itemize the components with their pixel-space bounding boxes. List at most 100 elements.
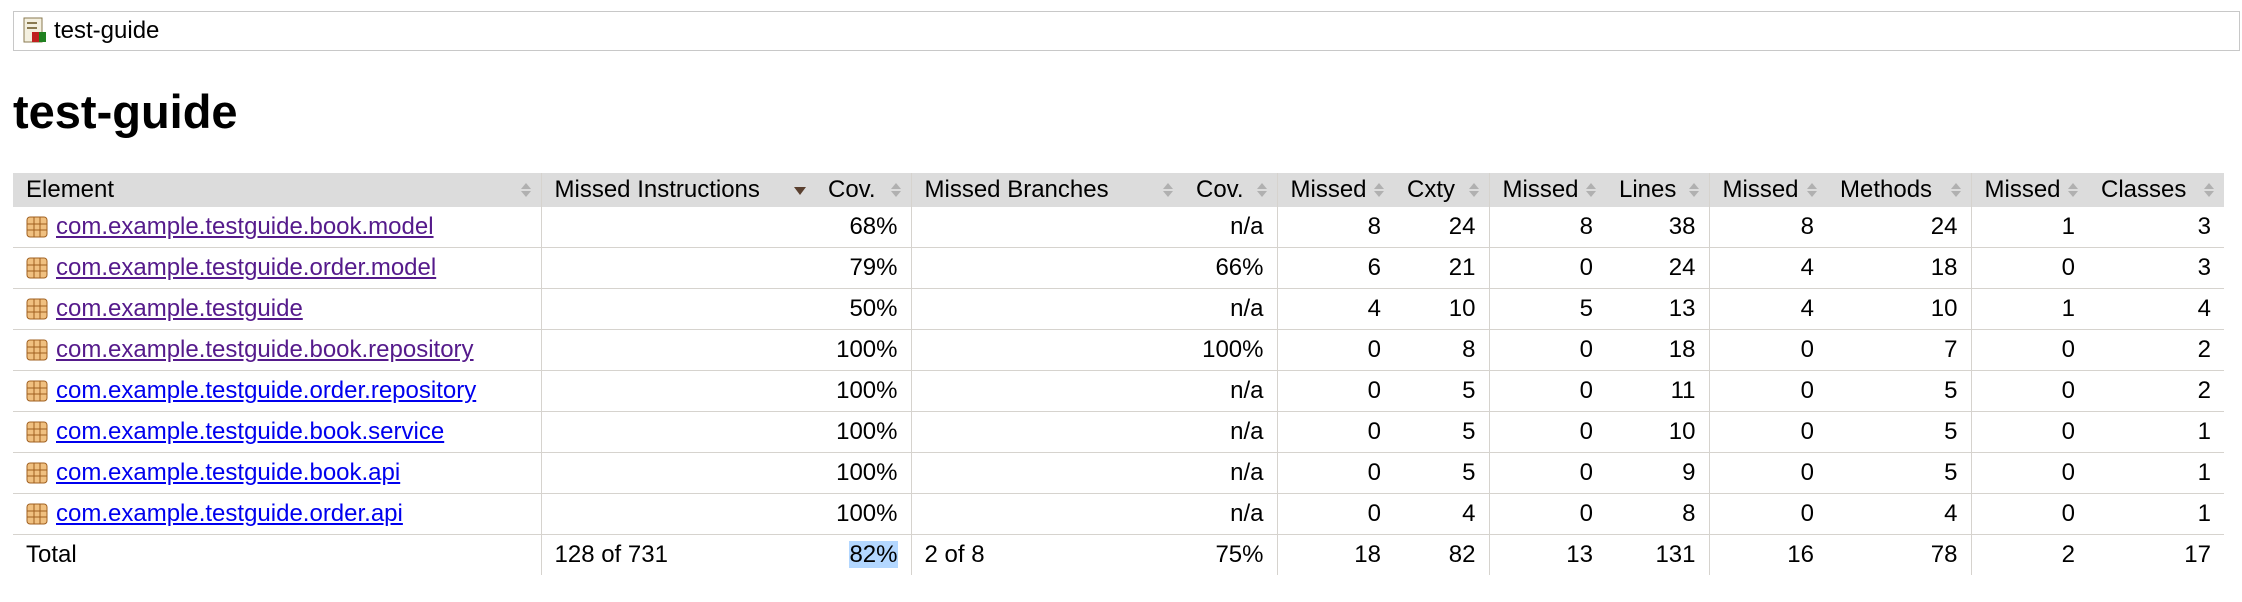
package-link[interactable]: com.example.testguide bbox=[56, 295, 303, 322]
branch-coverage-cell: n/a bbox=[1183, 207, 1277, 248]
column-header[interactable]: Missed bbox=[1488, 173, 1606, 207]
column-header[interactable]: Cxty bbox=[1394, 173, 1489, 207]
element-cell: com.example.testguide.order.repository bbox=[13, 370, 541, 412]
package-link[interactable]: com.example.testguide.order.api bbox=[56, 500, 403, 527]
count-cell: 0 bbox=[1970, 247, 2088, 289]
branches-bar-cell bbox=[910, 452, 1183, 494]
count-cell: 1 bbox=[2088, 493, 2224, 535]
branch-coverage-cell: n/a bbox=[1183, 452, 1277, 494]
count-cell: 6 bbox=[1276, 247, 1394, 289]
sort-icon bbox=[1468, 183, 1479, 197]
sort-icon bbox=[2204, 183, 2214, 197]
package-icon bbox=[26, 380, 48, 402]
count-cell: 4 bbox=[1827, 493, 1971, 535]
count-cell: 13 bbox=[1606, 288, 1709, 330]
instructions-bar-cell bbox=[540, 247, 815, 289]
table-row: com.example.testguide.order.repository 10… bbox=[13, 370, 2224, 412]
count-cell: 1 bbox=[1970, 288, 2088, 330]
count-cell: 4 bbox=[1394, 493, 1489, 535]
count-cell: 10 bbox=[1606, 411, 1709, 453]
sort-icon bbox=[2068, 183, 2078, 197]
element: com.example.testguide.book.service bbox=[26, 418, 528, 446]
column-header[interactable]: Missed bbox=[1708, 173, 1827, 207]
total-cell: 75% bbox=[1183, 535, 1277, 576]
branches-bar-cell bbox=[910, 493, 1183, 535]
count-cell: 5 bbox=[1488, 288, 1606, 330]
package-icon bbox=[26, 421, 48, 443]
package-icon bbox=[26, 257, 48, 279]
column-header[interactable]: Missed bbox=[1276, 173, 1394, 207]
package-icon bbox=[26, 339, 48, 361]
total-value: 17 bbox=[2184, 541, 2211, 568]
column-header[interactable]: Element bbox=[13, 173, 541, 207]
header-text: Missed Instructions bbox=[554, 176, 760, 203]
total-cell: 128 of 731 bbox=[540, 534, 815, 575]
count-cell: 18 bbox=[1606, 329, 1709, 371]
column-header[interactable]: Methods bbox=[1827, 173, 1971, 207]
count-cell: 11 bbox=[1606, 370, 1709, 412]
package-link[interactable]: com.example.testguide.book.model bbox=[56, 213, 434, 240]
count-cell: 3 bbox=[2088, 207, 2224, 248]
column-header[interactable]: Lines bbox=[1606, 173, 1709, 207]
header-text: Missed bbox=[1502, 176, 1579, 203]
column-header[interactable]: Cov. bbox=[815, 173, 911, 207]
total-cell: 2 of 8 bbox=[910, 534, 1183, 575]
column-header[interactable]: Cov. bbox=[1183, 173, 1277, 207]
sort-icon bbox=[1950, 183, 1961, 197]
count-cell: 4 bbox=[1708, 288, 1827, 330]
count-cell: 5 bbox=[1394, 370, 1489, 412]
header-text: Cov. bbox=[828, 176, 876, 203]
package-link[interactable]: com.example.testguide.book.service bbox=[56, 418, 445, 445]
package-link[interactable]: com.example.testguide.order.model bbox=[56, 254, 437, 281]
element: com.example.testguide.book.model bbox=[26, 213, 528, 241]
report-icon bbox=[23, 17, 46, 43]
element-cell: com.example.testguide.order.api bbox=[13, 493, 541, 535]
column-header[interactable]: Classes bbox=[2088, 173, 2224, 207]
total-cell: 2 bbox=[1970, 534, 2088, 575]
count-cell: 7 bbox=[1827, 329, 1971, 371]
count-cell: 2 bbox=[2088, 370, 2224, 412]
header-text: Missed bbox=[1984, 176, 2061, 203]
count-cell: 8 bbox=[1606, 493, 1709, 535]
element-cell: com.example.testguide bbox=[13, 288, 541, 330]
count-cell: 38 bbox=[1606, 207, 1709, 248]
coverage-cell: 68% bbox=[815, 207, 911, 248]
table-row: com.example.testguide.book.api 100% n/a 0 5 0… bbox=[13, 452, 2224, 494]
total-cell: Total bbox=[13, 535, 541, 576]
count-cell: 10 bbox=[1394, 288, 1489, 330]
package-link[interactable]: com.example.testguide.order.repository bbox=[56, 377, 477, 404]
breadcrumb-text[interactable]: test-guide bbox=[54, 17, 160, 44]
column-header[interactable]: Missed bbox=[1970, 173, 2088, 207]
instructions-bar-cell bbox=[540, 493, 815, 535]
header-text: Element bbox=[26, 176, 115, 203]
coverage-cell: 100% bbox=[815, 370, 911, 412]
header-text: Classes bbox=[2101, 176, 2187, 203]
count-cell: 4 bbox=[2088, 288, 2224, 330]
package-link[interactable]: com.example.testguide.book.repository bbox=[56, 336, 474, 363]
count-cell: 18 bbox=[1827, 247, 1971, 289]
branch-coverage-cell: n/a bbox=[1183, 411, 1277, 453]
count-cell: 5 bbox=[1394, 452, 1489, 494]
sort-icon bbox=[890, 183, 901, 197]
total-value: 2 bbox=[2061, 541, 2075, 568]
table-row: com.example.testguide.book.service 100% n/… bbox=[13, 411, 2224, 453]
element-cell: com.example.testguide.order.model bbox=[13, 247, 541, 289]
count-cell: 8 bbox=[1394, 329, 1489, 371]
table-row: com.example.testguide 50% n/a 4 10 5 13 4 10 1 4 bbox=[13, 288, 2224, 330]
column-header[interactable]: Missed Branches bbox=[910, 173, 1183, 207]
column-header[interactable]: Missed Instructions bbox=[540, 173, 815, 207]
element: com.example.testguide bbox=[26, 295, 528, 323]
count-cell: 0 bbox=[1970, 329, 2088, 371]
header-text: Missed bbox=[1722, 176, 1799, 203]
total-value: 16 bbox=[1787, 541, 1814, 568]
package-link[interactable]: com.example.testguide.book.api bbox=[56, 459, 401, 486]
element-cell: com.example.testguide.book.api bbox=[13, 452, 541, 494]
instructions-bar-cell bbox=[540, 411, 815, 453]
total-value: 75% bbox=[1215, 541, 1264, 568]
count-cell: 21 bbox=[1394, 247, 1489, 289]
count-cell: 8 bbox=[1276, 207, 1394, 248]
count-cell: 0 bbox=[1276, 452, 1394, 494]
total-value: 82% bbox=[849, 541, 898, 568]
count-cell: 0 bbox=[1276, 411, 1394, 453]
